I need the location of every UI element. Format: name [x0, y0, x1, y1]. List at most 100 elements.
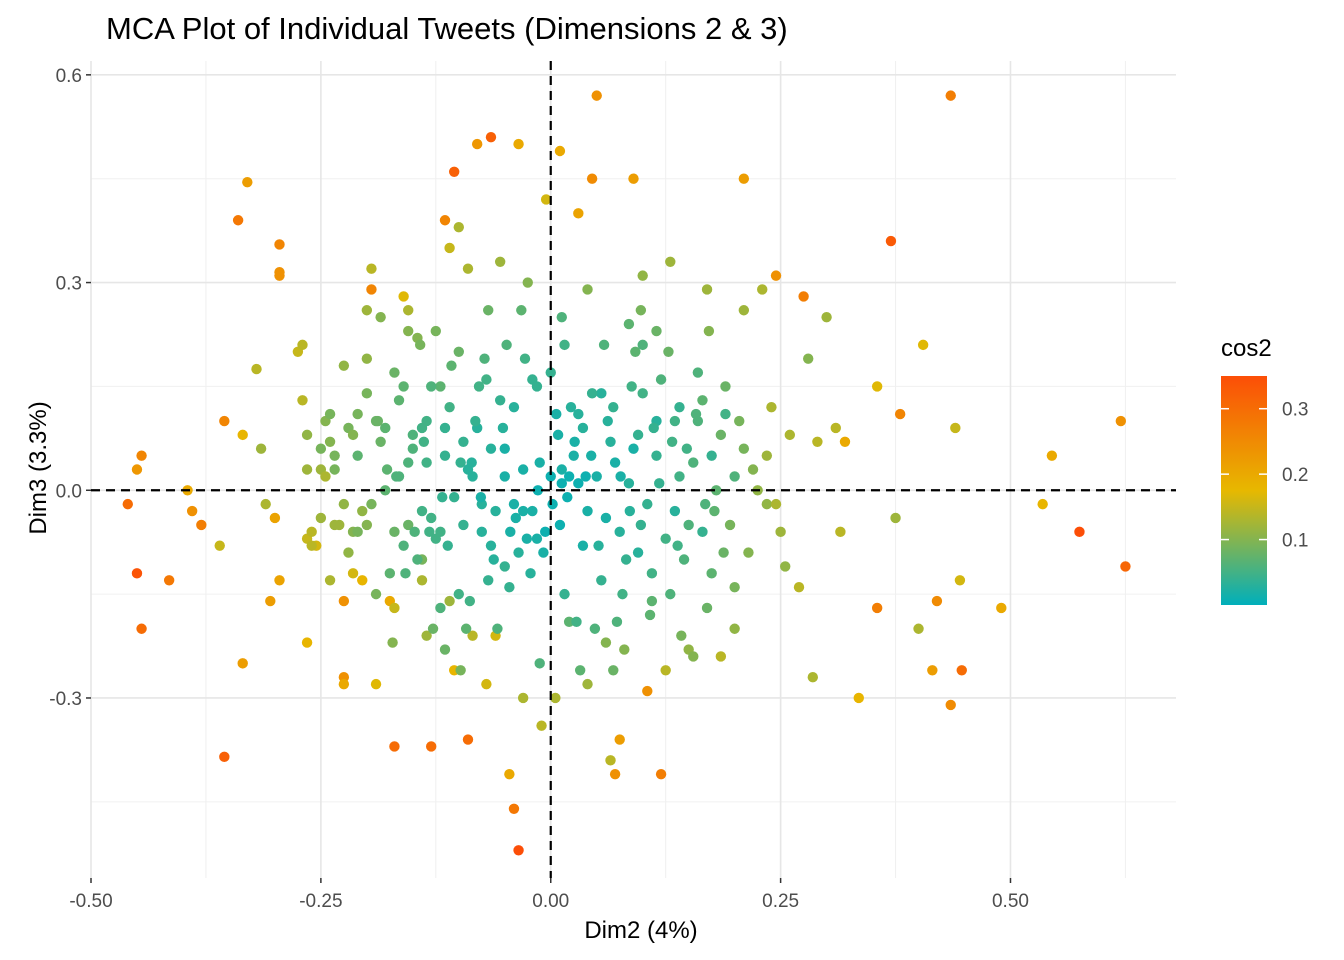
data-point	[338, 360, 350, 371]
data-point	[517, 464, 529, 475]
data-point	[424, 526, 435, 538]
data-point	[853, 692, 864, 704]
data-point	[421, 630, 432, 641]
data-point	[734, 415, 745, 427]
data-point	[608, 401, 619, 413]
data-point	[605, 755, 616, 766]
data-point	[380, 485, 391, 496]
data-point	[644, 609, 656, 621]
data-point	[574, 665, 586, 676]
data-point	[473, 381, 485, 392]
data-point	[623, 318, 635, 330]
data-point	[571, 616, 582, 628]
data-point	[403, 457, 414, 468]
data-point	[517, 505, 529, 517]
data-point	[534, 457, 545, 468]
data-point	[538, 547, 549, 558]
data-point	[389, 602, 400, 614]
data-point	[439, 422, 451, 434]
data-point	[706, 450, 717, 461]
data-point	[692, 367, 704, 378]
data-point	[237, 429, 248, 441]
data-point	[660, 533, 671, 544]
data-point	[375, 311, 386, 323]
data-point	[793, 582, 805, 593]
data-point	[586, 388, 598, 399]
data-point	[654, 478, 665, 489]
data-point	[871, 381, 883, 392]
data-point	[598, 339, 610, 351]
data-point	[361, 353, 373, 364]
data-point	[674, 401, 685, 413]
data-point	[945, 699, 956, 711]
data-point	[237, 658, 248, 669]
data-point	[361, 388, 373, 399]
data-point	[700, 498, 711, 510]
data-point	[688, 651, 699, 662]
data-point	[784, 429, 796, 441]
data-point	[265, 595, 276, 607]
data-point	[324, 575, 336, 586]
data-point	[729, 471, 740, 482]
data-point	[343, 547, 354, 558]
data-point	[646, 595, 658, 607]
chart-title: MCA Plot of Individual Tweets (Dimension…	[106, 11, 788, 46]
data-point	[301, 464, 313, 475]
data-point	[663, 346, 674, 357]
data-point	[803, 353, 814, 364]
data-point	[370, 678, 382, 690]
data-point	[562, 491, 573, 503]
data-point	[499, 561, 510, 572]
data-point	[835, 526, 846, 538]
data-point	[381, 464, 393, 475]
data-point	[945, 90, 956, 101]
data-point	[444, 242, 455, 254]
data-point	[274, 270, 285, 281]
data-point	[532, 485, 544, 496]
data-point	[761, 450, 773, 461]
data-point	[446, 360, 457, 371]
data-point	[347, 429, 359, 441]
data-point	[637, 388, 648, 399]
data-point	[586, 450, 597, 461]
data-point	[525, 568, 536, 579]
data-point	[669, 415, 681, 427]
data-point	[492, 623, 503, 634]
data-point	[582, 284, 593, 295]
data-point	[391, 471, 402, 482]
data-point	[485, 443, 497, 454]
data-point	[536, 720, 547, 731]
data-point	[338, 595, 350, 607]
data-point	[467, 630, 478, 641]
data-point	[614, 734, 625, 745]
data-point	[366, 498, 377, 510]
data-point	[724, 519, 736, 531]
data-point	[580, 471, 591, 482]
data-point	[1046, 450, 1058, 461]
data-point	[913, 623, 924, 634]
data-point	[136, 450, 147, 461]
data-point	[540, 194, 552, 205]
data-point	[540, 526, 551, 538]
data-point	[416, 505, 428, 517]
data-point	[435, 602, 446, 614]
data-point	[453, 588, 464, 600]
data-point	[490, 505, 501, 517]
data-point	[352, 526, 363, 538]
legend-colorbar	[1221, 376, 1267, 605]
data-point	[122, 498, 133, 510]
data-point	[389, 526, 400, 538]
data-point	[483, 575, 494, 586]
data-point	[954, 575, 966, 586]
data-point	[427, 623, 439, 634]
data-point	[577, 422, 589, 434]
data-point	[306, 540, 317, 551]
data-point	[513, 138, 524, 150]
data-point	[421, 415, 432, 427]
data-point	[681, 443, 693, 454]
data-point	[676, 630, 687, 641]
data-point	[499, 443, 510, 454]
data-point	[494, 256, 506, 267]
data-point	[917, 339, 929, 351]
